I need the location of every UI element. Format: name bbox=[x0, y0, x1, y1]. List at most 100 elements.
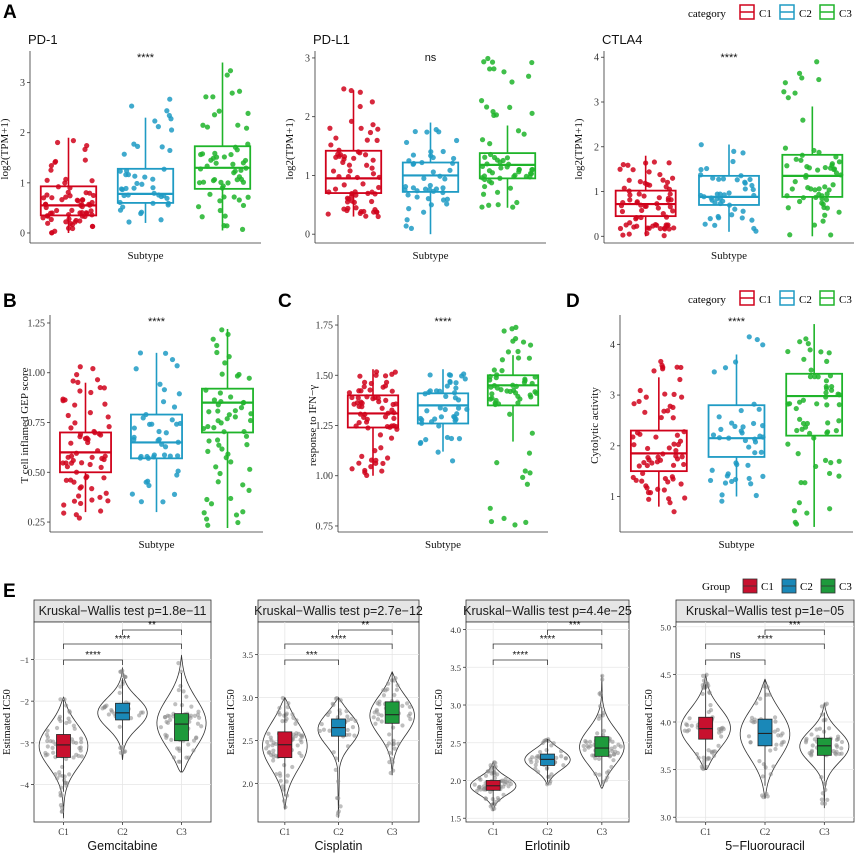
data-point bbox=[651, 368, 657, 374]
data-point bbox=[749, 182, 755, 189]
data-point bbox=[455, 405, 462, 411]
data-point bbox=[781, 89, 787, 95]
data-point bbox=[764, 692, 769, 697]
data-point bbox=[789, 186, 795, 192]
data-point bbox=[440, 148, 446, 155]
data-point bbox=[686, 728, 691, 733]
data-point bbox=[701, 766, 706, 772]
data-point bbox=[198, 151, 204, 158]
data-point bbox=[62, 780, 68, 786]
group-c1 bbox=[38, 696, 89, 819]
data-point bbox=[666, 496, 672, 502]
data-point bbox=[85, 436, 91, 443]
data-point bbox=[667, 204, 673, 210]
data-point bbox=[428, 202, 434, 208]
box bbox=[115, 702, 130, 721]
data-point bbox=[51, 750, 56, 755]
data-point bbox=[375, 717, 381, 722]
violin-outline bbox=[369, 671, 415, 776]
data-point bbox=[330, 168, 337, 174]
data-point bbox=[341, 206, 347, 212]
data-point bbox=[521, 131, 527, 137]
data-point bbox=[406, 713, 411, 718]
data-point bbox=[748, 481, 754, 487]
data-point bbox=[268, 735, 273, 740]
data-point bbox=[526, 355, 532, 361]
data-point bbox=[357, 89, 363, 95]
data-point bbox=[828, 460, 834, 466]
group-c1 bbox=[346, 369, 400, 478]
data-point bbox=[109, 708, 114, 713]
data-point bbox=[509, 326, 515, 332]
data-point bbox=[605, 775, 610, 780]
data-point bbox=[290, 764, 295, 770]
data-point bbox=[368, 464, 374, 470]
data-point bbox=[804, 736, 809, 741]
legend-key-c2: C2 bbox=[781, 578, 813, 594]
data-point bbox=[221, 154, 227, 160]
data-point bbox=[631, 442, 637, 448]
data-point bbox=[404, 701, 410, 706]
data-point bbox=[283, 805, 288, 810]
group-c2 bbox=[97, 667, 148, 760]
data-point bbox=[407, 704, 412, 710]
data-point bbox=[346, 162, 353, 168]
data-point bbox=[797, 416, 803, 422]
data-point bbox=[215, 408, 221, 414]
data-point bbox=[214, 349, 220, 356]
data-point bbox=[106, 712, 111, 717]
data-point bbox=[400, 723, 405, 728]
data-point bbox=[520, 474, 526, 480]
data-point bbox=[333, 767, 338, 772]
group-c2 bbox=[317, 695, 360, 818]
data-point bbox=[175, 453, 181, 459]
data-point bbox=[97, 494, 103, 500]
box bbox=[130, 413, 183, 460]
data-point bbox=[753, 228, 759, 234]
data-point bbox=[403, 139, 410, 146]
data-point bbox=[479, 137, 486, 143]
data-point bbox=[232, 414, 238, 420]
y-tick-label: 4.5 bbox=[660, 670, 671, 680]
data-point bbox=[78, 748, 83, 753]
data-point bbox=[164, 195, 170, 201]
data-point bbox=[826, 350, 832, 356]
data-point bbox=[89, 223, 96, 229]
data-point bbox=[72, 726, 77, 731]
data-point bbox=[243, 125, 250, 131]
data-point bbox=[462, 376, 468, 382]
data-point bbox=[729, 212, 735, 218]
comparison-bracket: ns bbox=[705, 650, 766, 665]
data-point bbox=[408, 717, 413, 722]
data-point bbox=[218, 179, 224, 185]
data-point bbox=[716, 414, 722, 420]
data-point bbox=[796, 500, 802, 506]
data-point bbox=[667, 191, 673, 197]
data-point bbox=[808, 186, 814, 192]
data-point bbox=[796, 198, 803, 205]
data-point bbox=[760, 774, 765, 779]
data-point bbox=[820, 201, 826, 207]
bracket-line bbox=[284, 643, 393, 649]
chart-title: Kruskal−Wallis test p=1.8e−11 bbox=[39, 604, 207, 618]
data-point bbox=[62, 397, 68, 403]
data-point bbox=[175, 746, 180, 751]
box bbox=[39, 185, 98, 217]
data-point bbox=[427, 372, 433, 378]
data-point bbox=[645, 445, 651, 452]
data-point bbox=[234, 373, 241, 379]
data-point bbox=[802, 480, 808, 486]
legend-title: category bbox=[688, 294, 726, 306]
box bbox=[594, 736, 610, 757]
data-point bbox=[205, 423, 211, 430]
panel-letter-b: B bbox=[3, 291, 17, 312]
y-tick-label: 1 bbox=[610, 492, 615, 503]
data-point bbox=[391, 725, 396, 730]
panel-letter-c: C bbox=[278, 291, 292, 312]
legend-label-c2: C2 bbox=[799, 294, 812, 306]
data-point bbox=[701, 755, 706, 760]
data-point bbox=[491, 367, 497, 373]
data-point bbox=[615, 750, 621, 756]
data-point bbox=[661, 487, 667, 493]
data-point bbox=[811, 222, 818, 228]
